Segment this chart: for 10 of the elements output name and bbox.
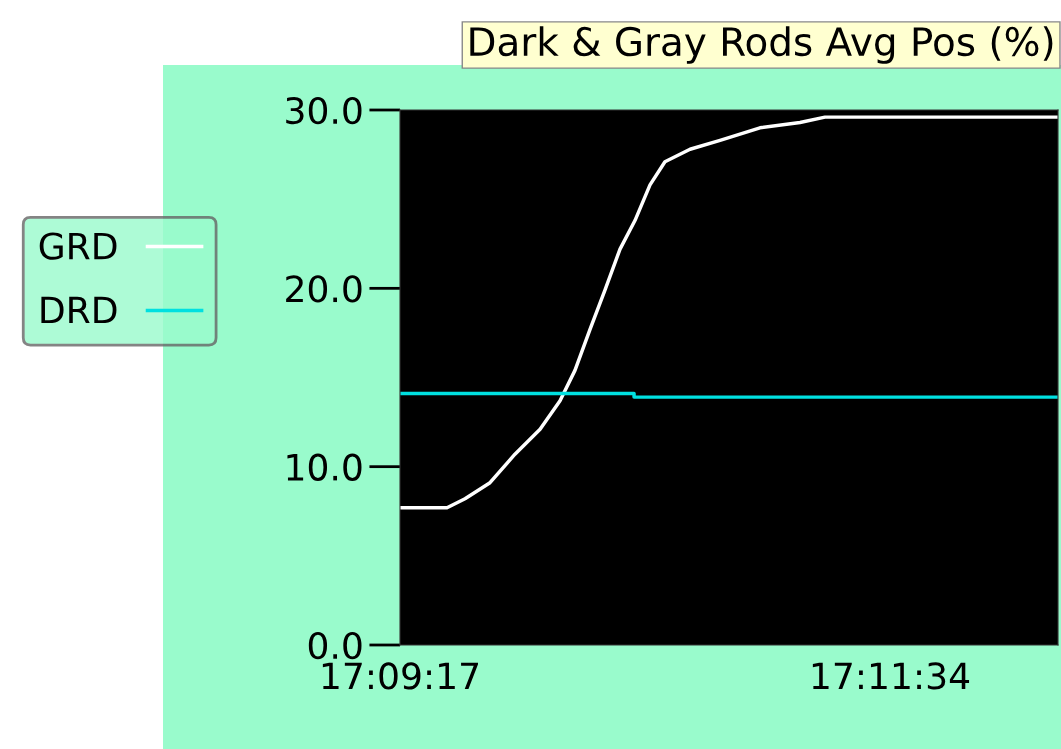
- y-tick-label: 30.0: [286, 96, 362, 125]
- x-tick-label: 17:09:17: [322, 662, 478, 690]
- chart-title: Dark & Gray Rods Avg Pos (%): [470, 26, 1053, 64]
- line-series: [400, 115, 1058, 510]
- y-tick-label: 10.0: [287, 453, 362, 481]
- x-tick-label: 17:11:34: [812, 662, 970, 690]
- y-tick-label: 20.0: [286, 275, 362, 303]
- legend-label: GRD: [39, 232, 117, 260]
- y-tick-label: 0.0: [308, 631, 362, 660]
- legend-label: DRD: [41, 296, 117, 324]
